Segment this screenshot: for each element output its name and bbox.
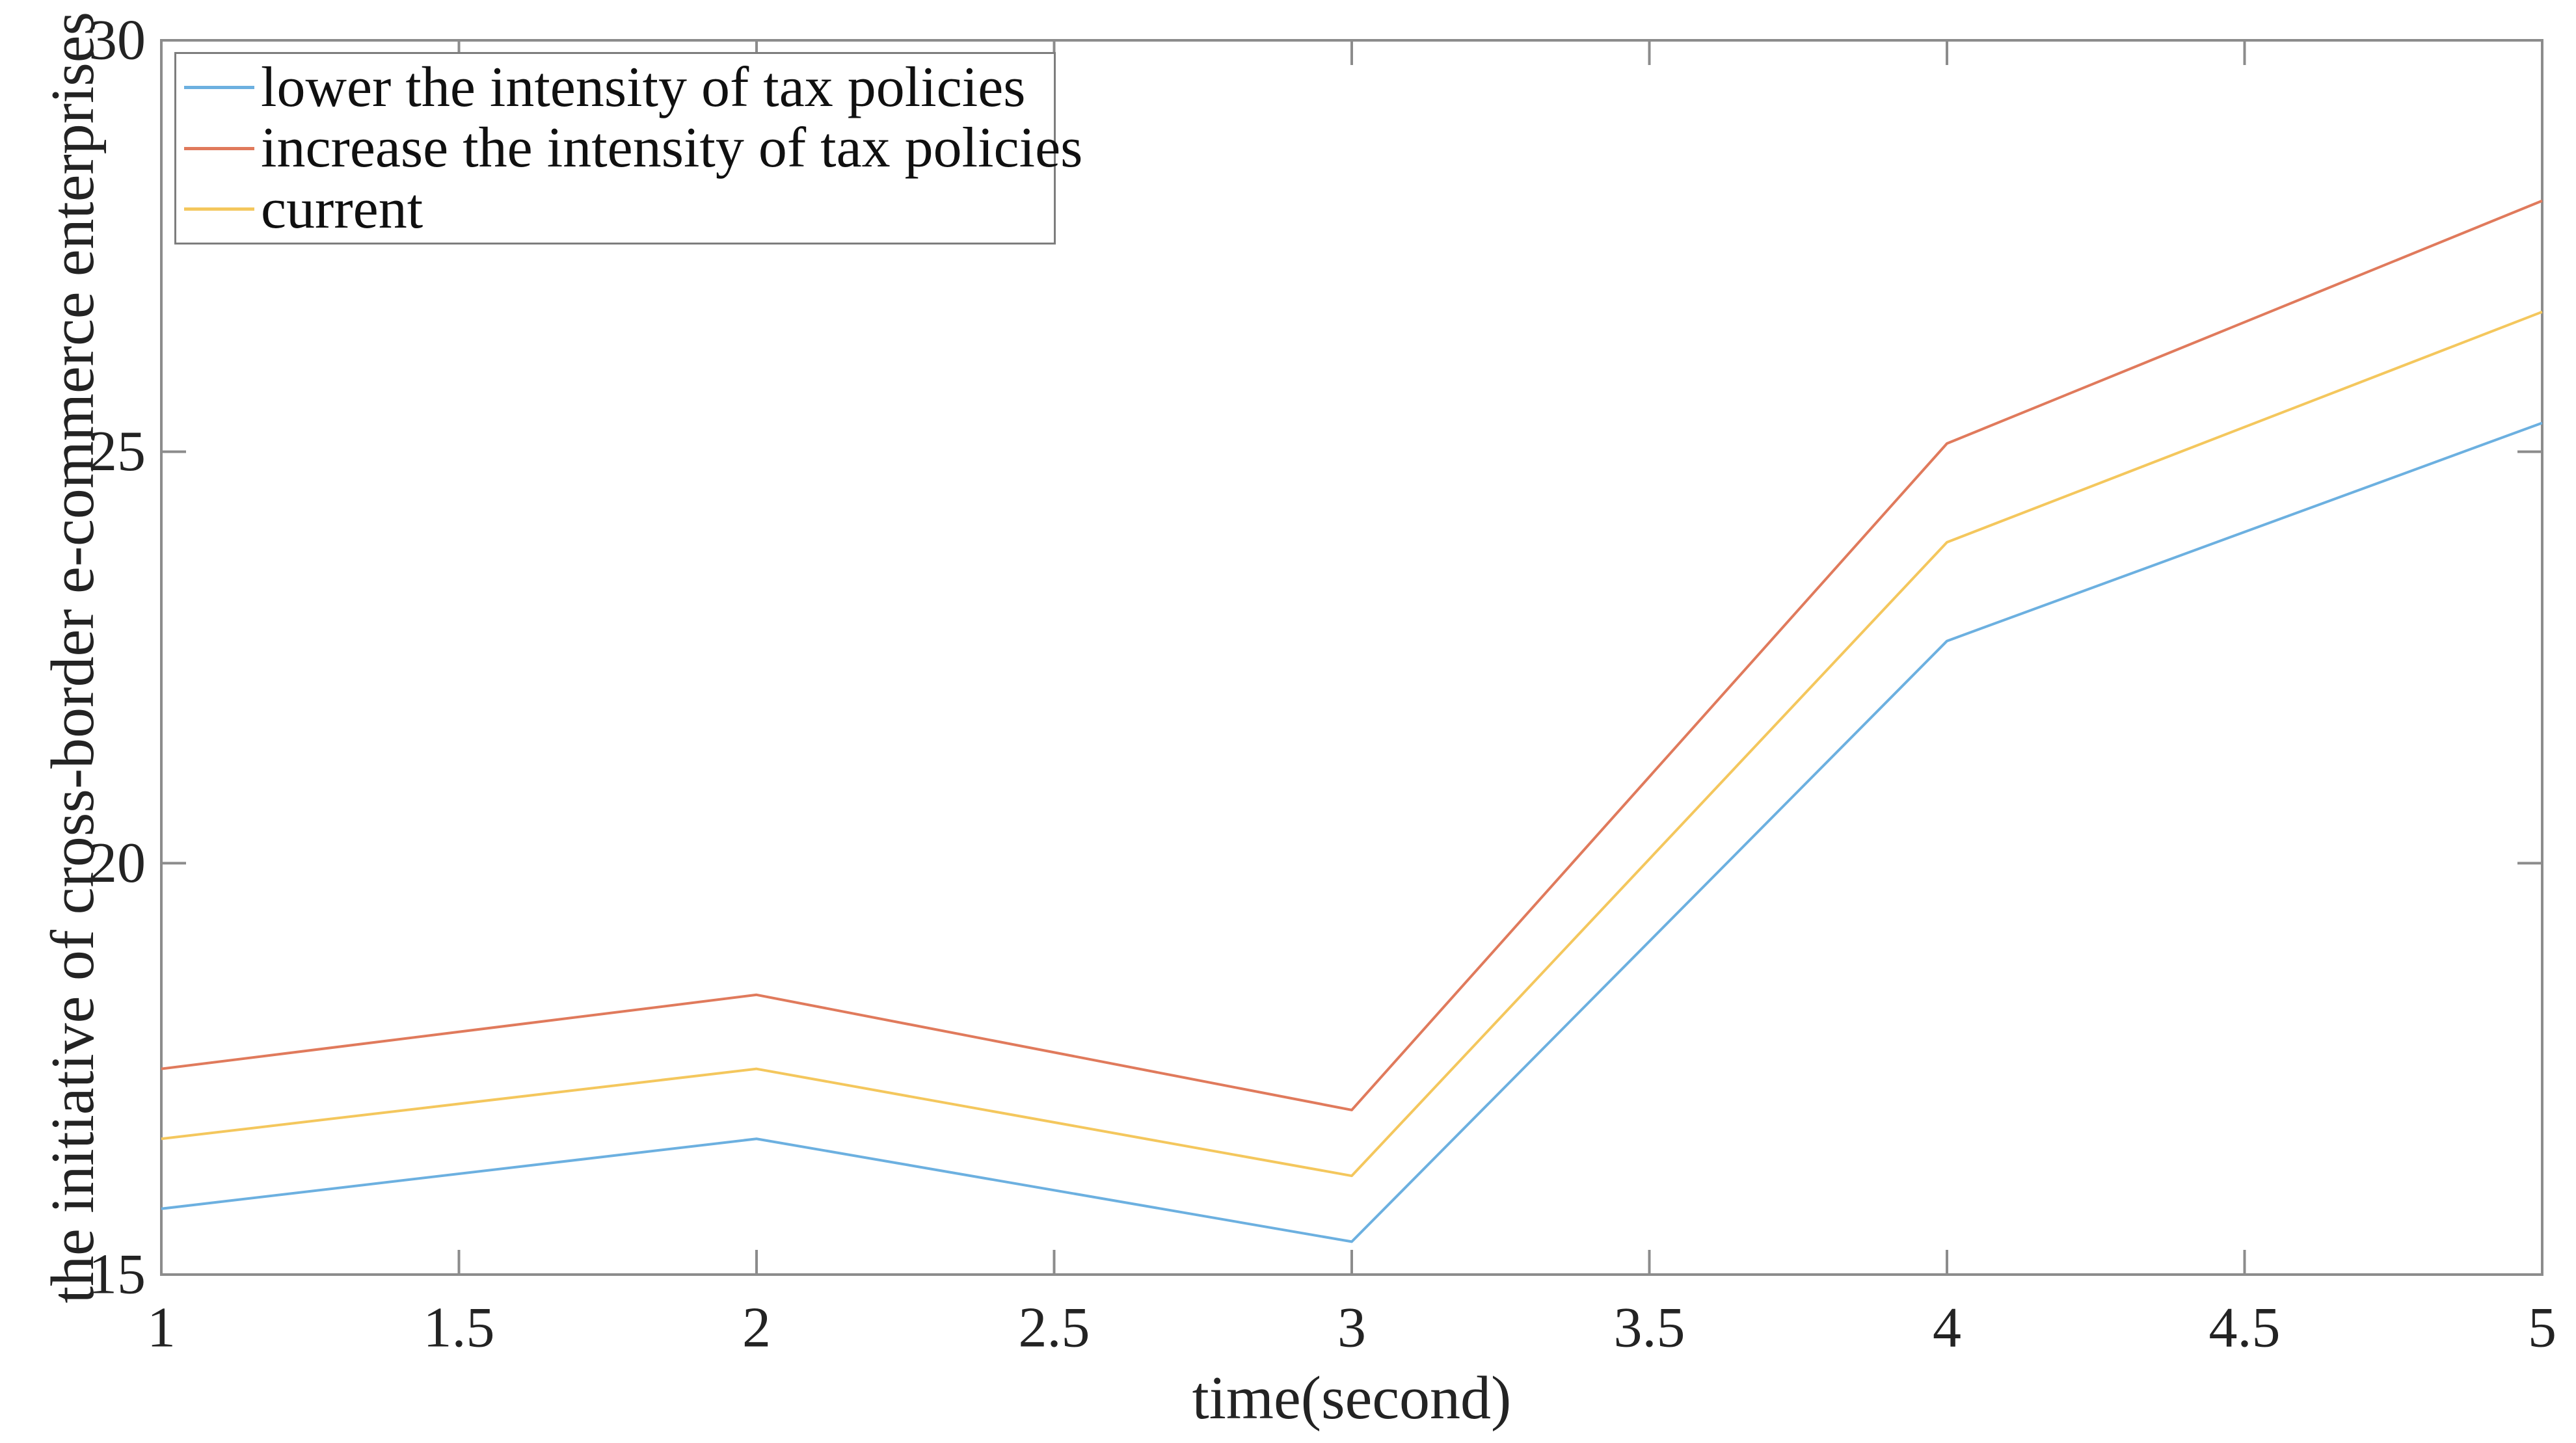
series-line-2 [161, 310, 2543, 1178]
y-tick-label: 15 [88, 1243, 146, 1306]
legend-item: lower the intensity of tax policies [184, 58, 1054, 118]
x-axis-label: time(second) [1192, 1364, 1512, 1432]
y-tick-label: 20 [88, 832, 146, 895]
y-axis-label: the initiative of cross-border e-commerc… [39, 12, 107, 1303]
chart-legend: lower the intensity of tax policies incr… [174, 52, 1082, 245]
legend-line-swatch-yellow [184, 207, 254, 211]
legend-item: current [184, 179, 1054, 239]
legend-line-swatch-blue [184, 86, 254, 89]
legend-line-swatch-red [184, 146, 254, 150]
y-tick-label: 25 [88, 420, 146, 483]
y-tick-label: 30 [88, 9, 146, 72]
series-line-1 [161, 199, 2543, 1111]
series-line-0 [161, 421, 2543, 1243]
x-tick-label: 1.5 [423, 1297, 495, 1360]
x-tick-label: 2 [742, 1297, 771, 1360]
legend-item-label: lower the intensity of tax policies [261, 55, 1026, 119]
legend-item-label: increase the intensity of tax policies [261, 116, 1083, 179]
x-tick-label: 2.5 [1019, 1297, 1090, 1360]
legend-item-label: current [261, 177, 423, 241]
x-tick-label: 4.5 [2209, 1297, 2281, 1360]
x-tick-label: 4 [1933, 1297, 1961, 1360]
x-tick-label: 3 [1337, 1297, 1366, 1360]
legend-item: increase the intensity of tax policies [184, 118, 1082, 178]
x-tick-label: 1 [147, 1297, 176, 1360]
x-tick-label: 5 [2528, 1297, 2556, 1360]
x-tick-label: 3.5 [1614, 1297, 1685, 1360]
